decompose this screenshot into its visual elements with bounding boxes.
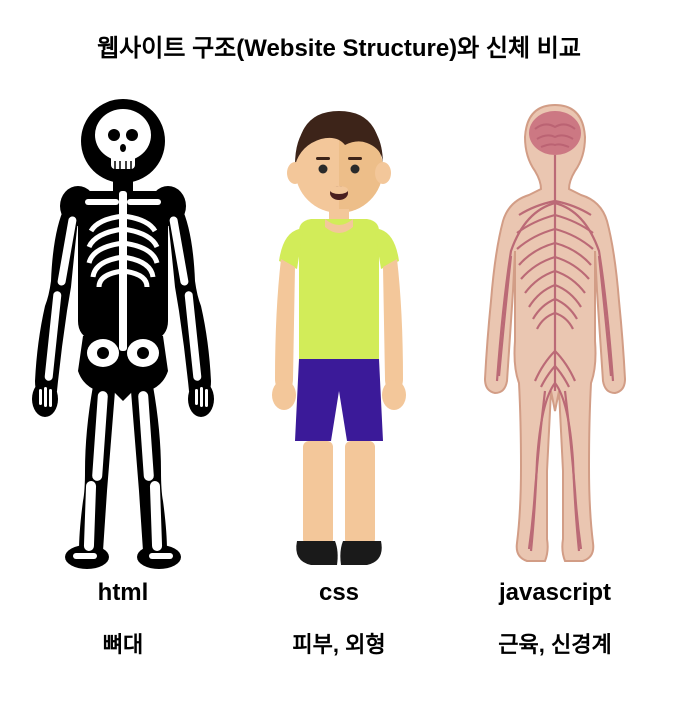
body-label-html: 뼈대 bbox=[103, 627, 143, 659]
figure-skeleton bbox=[23, 91, 223, 571]
column-css: css 피부, 외형 bbox=[236, 91, 442, 659]
tech-label-html: html bbox=[98, 579, 149, 607]
page-title: 웹사이트 구조(Website Structure)와 신체 비교 bbox=[97, 28, 581, 63]
figure-nervous-system bbox=[455, 91, 655, 571]
tech-label-css: css bbox=[319, 579, 359, 607]
figure-person bbox=[239, 91, 439, 571]
column-javascript: javascript 근육, 신경계 bbox=[452, 91, 658, 659]
figure-row: html 뼈대 bbox=[20, 91, 658, 659]
tech-label-javascript: javascript bbox=[499, 579, 611, 607]
column-html: html 뼈대 bbox=[20, 91, 226, 659]
body-label-css: 피부, 외형 bbox=[292, 627, 385, 659]
body-label-javascript: 근육, 신경계 bbox=[498, 627, 611, 659]
